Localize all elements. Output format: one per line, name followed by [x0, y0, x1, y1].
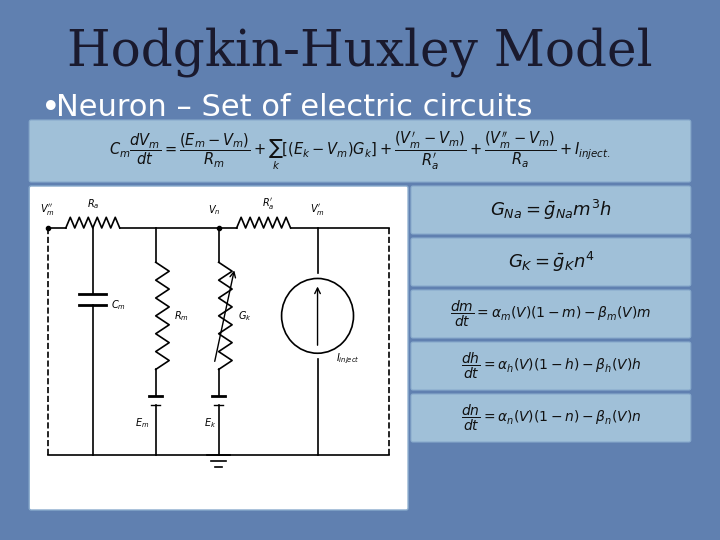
Text: $C_m \dfrac{dV_m}{dt} = \dfrac{(E_m - V_m)}{R_m} + \sum_k [(E_k - V_m)G_k] + \df: $C_m \dfrac{dV_m}{dt} = \dfrac{(E_m - V_…: [109, 130, 611, 172]
FancyBboxPatch shape: [411, 394, 690, 442]
Text: $G_K = \bar{g}_K n^4$: $G_K = \bar{g}_K n^4$: [508, 250, 594, 274]
Text: $R_m$: $R_m$: [174, 309, 189, 323]
FancyBboxPatch shape: [411, 342, 690, 390]
FancyBboxPatch shape: [411, 290, 690, 338]
Text: $E_m$: $E_m$: [135, 416, 149, 430]
Text: $E_k$: $E_k$: [204, 416, 216, 430]
Text: $R_a$: $R_a$: [86, 197, 99, 211]
Text: $I_{inject}$: $I_{inject}$: [336, 352, 359, 366]
FancyBboxPatch shape: [30, 120, 690, 182]
Text: $V_m^{\prime}$: $V_m^{\prime}$: [310, 202, 325, 217]
FancyBboxPatch shape: [411, 186, 690, 234]
Text: $\dfrac{dm}{dt} = \alpha_m(V)(1-m) - \beta_m(V)m$: $\dfrac{dm}{dt} = \alpha_m(V)(1-m) - \be…: [450, 299, 652, 329]
Text: •: •: [41, 91, 60, 125]
Text: $\dfrac{dn}{dt} = \alpha_n(V)(1-n) - \beta_n(V)n$: $\dfrac{dn}{dt} = \alpha_n(V)(1-n) - \be…: [461, 403, 641, 433]
Text: Hodgkin-Huxley Model: Hodgkin-Huxley Model: [67, 27, 653, 77]
Text: $\dfrac{dh}{dt} = \alpha_h(V)(1-h) - \beta_h(V)h$: $\dfrac{dh}{dt} = \alpha_h(V)(1-h) - \be…: [461, 351, 641, 381]
Text: $G_{Na} = \bar{g}_{Na} m^3 h$: $G_{Na} = \bar{g}_{Na} m^3 h$: [490, 198, 612, 222]
FancyBboxPatch shape: [411, 238, 690, 286]
Text: $V_m^{\prime\prime}$: $V_m^{\prime\prime}$: [40, 202, 55, 217]
FancyBboxPatch shape: [30, 186, 408, 510]
Text: $V_n$: $V_n$: [208, 204, 220, 217]
Text: $G_k$: $G_k$: [238, 309, 252, 323]
Text: $C_m$: $C_m$: [111, 298, 126, 312]
Text: $R_a^{\prime}$: $R_a^{\prime}$: [262, 196, 274, 211]
Text: Neuron – Set of electric circuits: Neuron – Set of electric circuits: [56, 93, 533, 123]
